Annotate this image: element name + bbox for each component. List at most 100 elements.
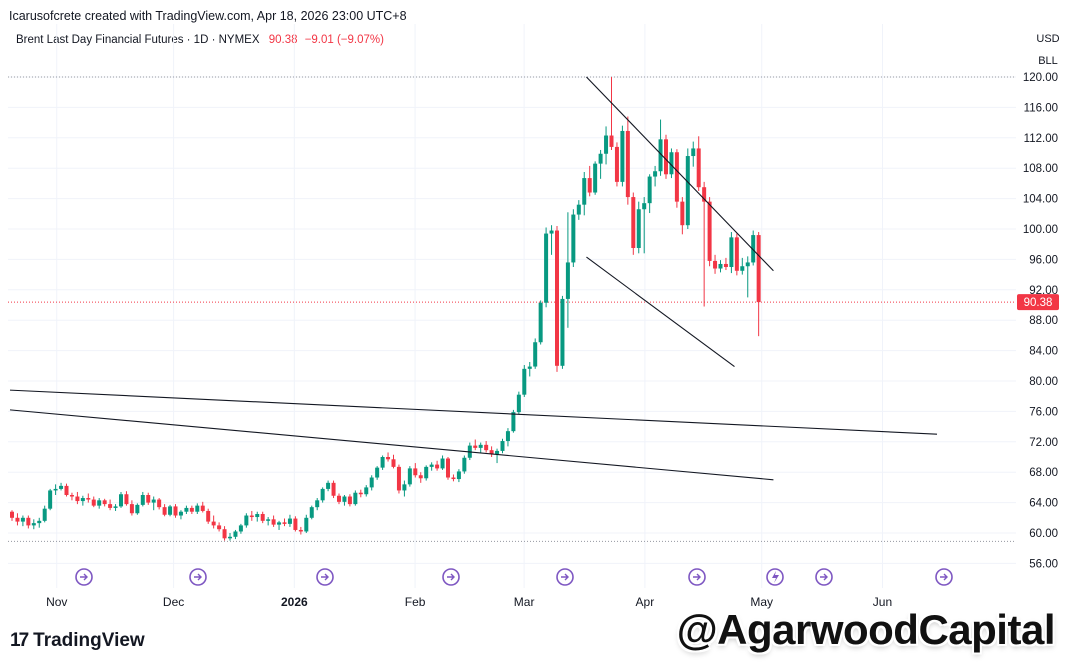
y-tick-label: 76.00: [1029, 406, 1058, 418]
candle-body: [647, 176, 652, 204]
candle-body: [217, 525, 222, 530]
candle-body: [37, 520, 42, 524]
candle-body: [565, 262, 570, 299]
event-marker-icon[interactable]: [316, 568, 334, 586]
candle-body: [249, 515, 254, 518]
candle-body: [456, 471, 461, 480]
candle-body: [20, 517, 25, 522]
x-tick-label: Feb: [405, 595, 426, 609]
candle-body: [42, 508, 47, 521]
lightning-event-icon[interactable]: [766, 568, 784, 586]
candle-body: [364, 487, 369, 495]
arrow-icon: [561, 573, 569, 581]
candle-body: [631, 197, 636, 248]
watermark: @AgarwoodCapital: [676, 606, 1056, 653]
candle-body: [429, 464, 434, 467]
arrow-icon: [693, 573, 701, 581]
arrow-icon: [940, 573, 948, 581]
candle-body: [189, 507, 194, 512]
x-tick-label: 2026: [281, 595, 308, 609]
candle-body: [751, 235, 756, 263]
y-tick-label: 116.00: [1024, 102, 1058, 114]
candle-body: [424, 466, 429, 479]
candle-body: [440, 458, 445, 469]
candle-body: [593, 163, 598, 193]
candle-body: [124, 494, 129, 505]
candle-body: [723, 263, 728, 267]
candle-body: [740, 266, 745, 271]
candle-body: [173, 506, 178, 516]
currency-usd-button[interactable]: USD: [1028, 33, 1068, 45]
event-marker-icon[interactable]: [442, 568, 460, 586]
arrow-icon: [194, 573, 202, 581]
candle-body: [86, 498, 91, 500]
candle-body: [571, 214, 576, 263]
candle-body: [326, 482, 331, 489]
x-tick-label: Dec: [163, 595, 184, 609]
candle-body: [396, 466, 401, 491]
candle-body: [369, 477, 374, 488]
candle-body: [729, 237, 734, 267]
candle-body: [380, 457, 385, 468]
candle-body: [435, 464, 440, 469]
candle-body: [102, 500, 107, 505]
candle-body: [69, 495, 74, 497]
tradingview-brand[interactable]: 17 TradingView: [10, 630, 145, 652]
x-tick-label: Nov: [46, 595, 67, 609]
candle-body: [669, 152, 674, 175]
candle-body: [206, 510, 211, 522]
candle-body: [533, 342, 538, 367]
candle-body: [664, 139, 668, 175]
last-price-label: 90.38: [1024, 297, 1053, 309]
event-marker-icon[interactable]: [935, 568, 953, 586]
candle-body: [691, 148, 696, 157]
x-tick-label: Jun: [873, 595, 892, 609]
candle-body: [375, 467, 380, 478]
candle-body: [516, 394, 521, 413]
candle-body: [97, 500, 102, 506]
candle-body: [604, 135, 609, 154]
y-tick-label: 64.00: [1029, 498, 1058, 510]
candle-body: [484, 444, 489, 451]
event-marker-icon[interactable]: [189, 568, 207, 586]
candle-body: [582, 178, 587, 205]
candle-body: [478, 444, 483, 448]
candle-body: [614, 146, 619, 182]
arrow-icon: [447, 573, 455, 581]
candle-body: [211, 521, 216, 526]
x-tick-label: Mar: [514, 595, 535, 609]
candle-body: [347, 496, 352, 505]
trendline-resistance-long: [9, 389, 938, 435]
event-marker-icon[interactable]: [815, 568, 833, 586]
unit-bll-button[interactable]: BLL: [1028, 55, 1068, 67]
y-tick-label: 56.00: [1029, 558, 1058, 570]
candle-body: [64, 485, 69, 495]
candle-body: [168, 506, 173, 515]
lightning-icon: [772, 571, 779, 583]
candle-body: [500, 441, 505, 451]
candle-body: [48, 490, 53, 509]
event-marker-icon[interactable]: [688, 568, 706, 586]
y-tick-label: 120.00: [1023, 72, 1058, 84]
y-tick-label: 104.00: [1023, 194, 1058, 206]
candle-body: [331, 482, 336, 496]
candle-body: [15, 517, 20, 522]
candle-body: [718, 263, 723, 269]
candle-body: [418, 475, 423, 479]
candle-body: [80, 498, 85, 502]
y-tick-label: 88.00: [1029, 315, 1058, 327]
event-marker-icon[interactable]: [75, 568, 93, 586]
y-tick-label: 72.00: [1029, 437, 1058, 449]
symbol-title: Brent Last Day Financial Futures · 1D · …: [16, 34, 260, 46]
candle-body: [222, 529, 227, 539]
candle-body: [233, 531, 238, 537]
symbol-legend[interactable]: Brent Last Day Financial Futures · 1D · …: [16, 34, 384, 46]
candle-body: [293, 518, 298, 530]
candle-body: [402, 484, 407, 491]
candle-body: [734, 237, 739, 271]
event-marker-icon[interactable]: [556, 568, 574, 586]
candle-body: [244, 515, 249, 526]
candle-body: [707, 201, 712, 261]
y-tick-label: 92.00: [1029, 285, 1058, 297]
